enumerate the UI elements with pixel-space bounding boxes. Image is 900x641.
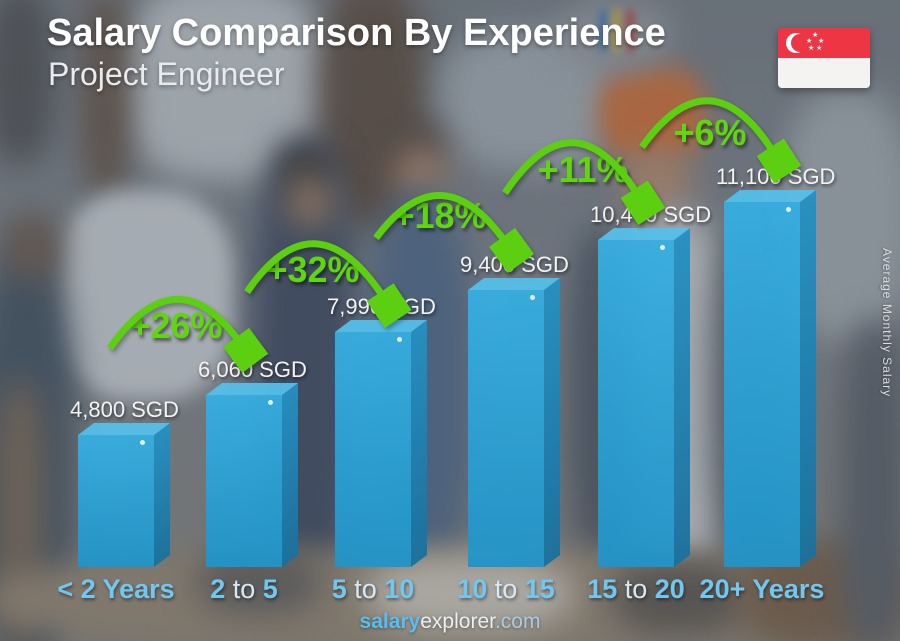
category-label-part: to	[617, 574, 655, 604]
category-label-part: to	[225, 574, 263, 604]
bar-top-face	[206, 383, 298, 395]
bar-side-face	[674, 227, 690, 568]
category-label: 5 to 10	[332, 574, 415, 605]
bar-highlight-dot	[660, 245, 665, 250]
crescent-cut	[791, 34, 809, 52]
brand-salary: salary	[359, 610, 421, 633]
star-icon: ★	[818, 38, 825, 45]
bar-side-face	[411, 319, 427, 567]
bar-top-face	[724, 190, 816, 202]
y-axis-label: Average Monthly Salary	[880, 248, 894, 398]
bar-front-face	[78, 435, 154, 567]
bar-top-face	[598, 228, 690, 240]
bar-highlight-dot	[268, 400, 273, 405]
bar-front-face	[468, 290, 544, 567]
bar-top-face	[468, 278, 560, 290]
bar-side-face	[154, 422, 170, 567]
flag-white-band	[778, 58, 870, 88]
value-label: 4,800 SGD	[70, 397, 179, 422]
value-label: 10,400 SGD	[590, 202, 712, 227]
category-label-part: 20+ Years	[699, 574, 825, 604]
category-label: 10 to 15	[457, 574, 555, 605]
category-label-part: 2	[210, 574, 226, 604]
value-label: 9,400 SGD	[460, 252, 569, 277]
bar-highlight-dot	[397, 337, 402, 342]
brand-explorer: explorer	[420, 610, 495, 633]
value-label: 6,060 SGD	[198, 357, 307, 382]
page-title: Salary Comparison By Experience	[47, 12, 666, 54]
pct-change-label: +6%	[673, 112, 747, 153]
page-subtitle: Project Engineer	[48, 56, 285, 92]
bar-front-face	[335, 332, 411, 567]
pct-change-label: +18%	[393, 195, 487, 236]
pct-change-label: +26%	[129, 305, 223, 346]
category-label-part: 5	[262, 574, 278, 604]
bar-side-face	[282, 382, 298, 567]
pct-change-label: +11%	[537, 149, 629, 190]
value-label: 7,990 SGD	[327, 294, 436, 319]
category-label-part: 20	[654, 574, 685, 604]
bar-highlight-dot	[786, 207, 791, 212]
flag-red-band: ★ ★ ★ ★ ★	[778, 28, 870, 58]
category-label-part: to	[346, 574, 385, 604]
bar-highlight-dot	[140, 440, 145, 445]
star-icon: ★	[808, 45, 815, 52]
star-icon: ★	[816, 45, 823, 52]
category-label-part: 15	[524, 574, 555, 604]
bar-front-face	[206, 395, 282, 567]
site-watermark: salaryexplorer.com	[0, 610, 900, 634]
bar-side-face	[800, 189, 816, 568]
brand-dotcom: .com	[494, 610, 541, 633]
bar-front-face	[724, 202, 800, 567]
category-label: 2 to 5	[210, 574, 278, 605]
category-label: 20+ Years	[700, 574, 825, 605]
category-label: < 2 Years	[57, 574, 174, 605]
star-icon: ★	[806, 38, 813, 45]
header: Salary Comparison By Experience Project …	[47, 10, 666, 92]
category-label-part: 15	[587, 574, 618, 604]
category-label-part: < 2 Years	[57, 574, 175, 604]
category-label-part: 10	[384, 574, 415, 604]
bar-top-face	[78, 423, 170, 435]
value-label: 11,100 SGD	[716, 164, 836, 189]
bar-highlight-dot	[530, 295, 535, 300]
bar-front-face	[598, 240, 674, 567]
category-label-part: to	[487, 574, 525, 604]
category-label-part: 5	[331, 574, 347, 604]
star-icon: ★	[812, 32, 819, 39]
bar-side-face	[544, 277, 560, 567]
category-label-part: 10	[457, 574, 488, 604]
singapore-flag-icon: ★ ★ ★ ★ ★	[778, 28, 870, 88]
pct-change-label: +32%	[266, 249, 360, 290]
category-label: 15 to 20	[587, 574, 685, 605]
bar-top-face	[335, 320, 427, 332]
